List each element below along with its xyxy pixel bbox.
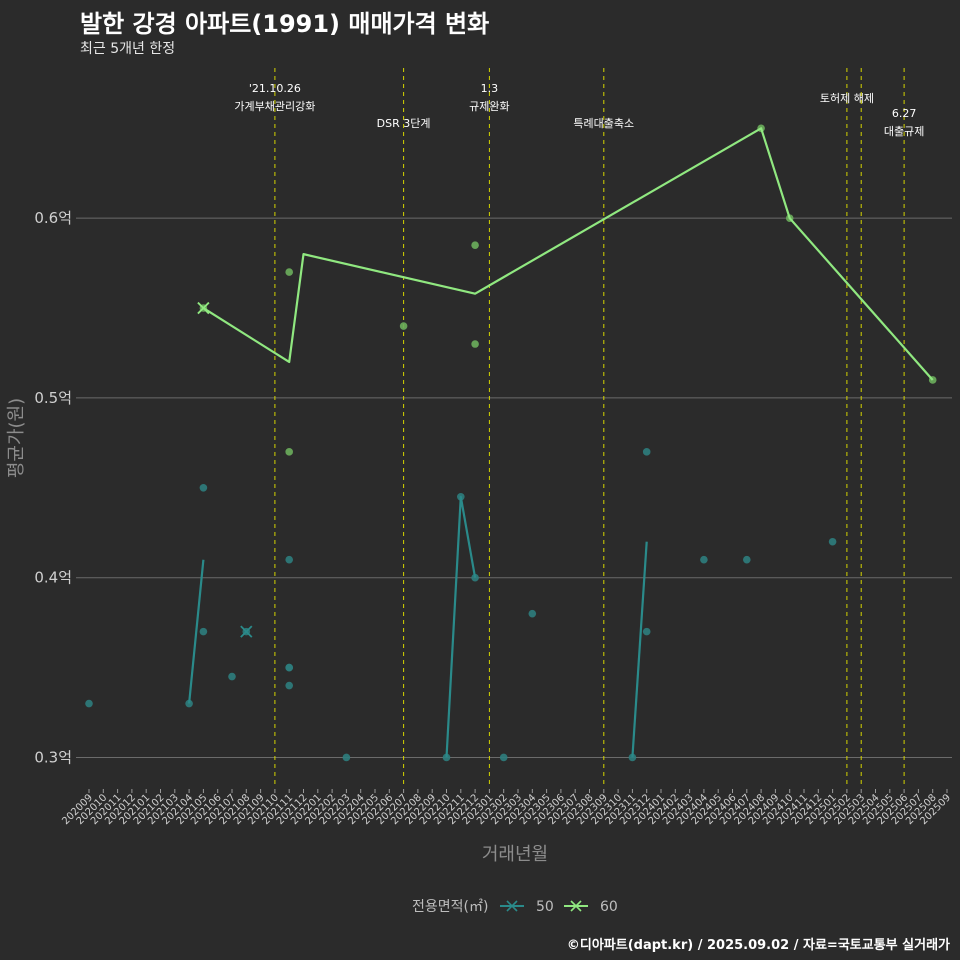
legend-label: 50 xyxy=(536,899,554,915)
cross-stroke xyxy=(240,625,253,638)
data-point-50 xyxy=(642,448,651,456)
data-point-60 xyxy=(285,268,294,276)
data-point-50 xyxy=(85,699,93,708)
y-axis-title: 평균가(원) xyxy=(6,398,27,478)
legend-key-cross xyxy=(506,900,518,912)
data-point-50 xyxy=(499,753,508,762)
x-axis-title: 거래년월 xyxy=(482,844,548,865)
series-lines xyxy=(188,127,934,758)
series-line-50 xyxy=(188,559,205,704)
cross-stroke xyxy=(197,301,210,315)
series-line-50 xyxy=(445,495,477,758)
legend-entry-60: 60 xyxy=(564,899,618,915)
y-tick-label: 0.4억 xyxy=(34,569,72,587)
cross-marker-50 xyxy=(240,625,253,638)
legend-entry-50: 50 xyxy=(500,899,554,915)
y-tick-label: 0.3억 xyxy=(34,748,72,766)
chart-subtitle: 최근 5개년 한정 xyxy=(80,41,176,57)
event-label: 대출규제 xyxy=(884,125,924,138)
data-point-50 xyxy=(642,627,651,636)
gridlines xyxy=(76,217,952,758)
event-label: 6.27 xyxy=(892,107,917,120)
data-point-60 xyxy=(471,241,479,249)
legend-title: 전용면적(㎡) xyxy=(412,899,488,915)
data-point-50 xyxy=(228,672,236,681)
data-point-50 xyxy=(528,609,537,618)
data-point-50 xyxy=(471,573,479,582)
data-point-60 xyxy=(285,448,294,456)
data-point-60 xyxy=(471,340,479,348)
chart-title: 발한 강경 아파트(1991) 매매가격 변화 xyxy=(80,10,490,38)
data-points xyxy=(85,124,937,762)
series-line-50 xyxy=(631,541,648,758)
event-label: 가계부채관리강화 xyxy=(234,100,315,113)
data-point-60 xyxy=(399,322,408,330)
data-point-50 xyxy=(285,681,294,690)
source-caption: ©디아파트(dapt.kr) / 2025.09.02 / 자료=국토교통부 실… xyxy=(566,938,950,953)
data-point-50 xyxy=(828,537,837,546)
y-tick-label: 0.5억 xyxy=(34,389,72,407)
data-point-50 xyxy=(342,753,351,762)
legend-entries: 50 60 xyxy=(500,899,618,915)
data-point-50 xyxy=(700,555,708,564)
data-point-50 xyxy=(743,555,751,564)
x-axis-ticks: 2020092020102020112020122021012021022021… xyxy=(60,789,953,827)
event-label: 토허제 해제 xyxy=(820,91,874,105)
legend-label: 60 xyxy=(600,899,618,915)
event-label: 규제완화 xyxy=(469,100,509,113)
series-line-60 xyxy=(202,127,934,381)
legend: 전용면적(㎡) 50 60 xyxy=(412,899,618,915)
event-label: DSR 3단계 xyxy=(377,117,431,130)
data-point-50 xyxy=(199,484,208,492)
y-axis-ticks: 0.3억 0.4억 0.5억 0.6억 xyxy=(34,209,72,766)
event-label: 특례대출축소 xyxy=(573,117,634,130)
data-point-50 xyxy=(199,627,208,636)
data-point-50 xyxy=(285,555,294,564)
event-label: '21.10.26 xyxy=(249,82,301,95)
y-tick-label: 0.6억 xyxy=(34,209,72,227)
event-label: 1.3 xyxy=(481,82,499,95)
legend-key-cross xyxy=(570,900,582,912)
data-point-50 xyxy=(285,663,294,672)
cross-marker-60 xyxy=(197,301,210,315)
